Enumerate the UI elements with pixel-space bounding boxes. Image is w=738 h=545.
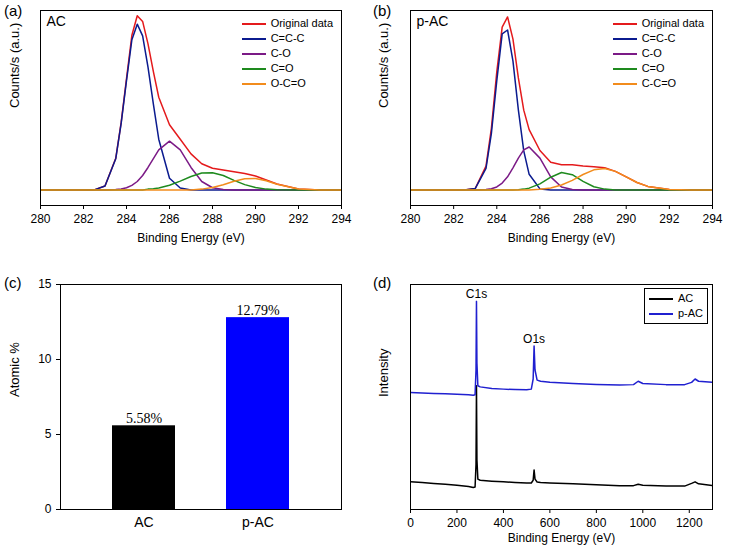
- svg-text:282: 282: [444, 212, 464, 226]
- html-text:O-C=O: O-C=O: [270, 77, 306, 89]
- svg-text:O1s: O1s: [523, 332, 545, 346]
- html-text:C=O: C=O: [641, 62, 665, 74]
- svg-text:288: 288: [573, 212, 593, 226]
- svg-text:12.79%: 12.79%: [236, 303, 280, 318]
- svg-text:284: 284: [487, 212, 507, 226]
- svg-text:280: 280: [400, 212, 420, 226]
- svg-text:294: 294: [702, 212, 722, 226]
- svg-text:280: 280: [30, 212, 50, 226]
- html-text:p-AC: p-AC: [677, 307, 703, 319]
- svg-text:294: 294: [331, 212, 351, 226]
- svg-text:5: 5: [45, 427, 52, 441]
- svg-text:Binding Energy (eV): Binding Energy (eV): [508, 531, 615, 545]
- svg-text:284: 284: [116, 212, 136, 226]
- html-text:C-O: C-O: [270, 47, 291, 59]
- html-text:(a): (a): [4, 2, 23, 19]
- svg-text:0: 0: [407, 516, 414, 530]
- svg-text:Counts/s (a.u.): Counts/s (a.u.): [376, 23, 391, 108]
- svg-text:600: 600: [540, 516, 560, 530]
- svg-text:290: 290: [616, 212, 636, 226]
- svg-text:200: 200: [447, 516, 467, 530]
- html-text:C=O: C=O: [270, 62, 294, 74]
- svg-text:0: 0: [45, 502, 52, 516]
- html-text:Original data: Original data: [270, 17, 333, 29]
- svg-text:10: 10: [38, 352, 52, 366]
- svg-text:282: 282: [73, 212, 93, 226]
- svg-text:5.58%: 5.58%: [126, 411, 163, 426]
- svg-text:C1s: C1s: [466, 287, 487, 301]
- svg-text:Atomic %: Atomic %: [7, 342, 22, 397]
- html-text:(c): (c): [4, 274, 22, 291]
- svg-text:800: 800: [586, 516, 606, 530]
- svg-text:292: 292: [659, 212, 679, 226]
- svg-text:Binding Energy (eV): Binding Energy (eV): [508, 231, 615, 245]
- svg-text:1200: 1200: [676, 516, 703, 530]
- svg-text:400: 400: [493, 516, 513, 530]
- html-text:C=C-C: C=C-C: [641, 32, 676, 44]
- svg-text:Counts/s (a.u.): Counts/s (a.u.): [7, 23, 22, 108]
- html-text:(b): (b): [373, 2, 392, 19]
- svg-text:p-AC: p-AC: [417, 13, 449, 29]
- svg-text:292: 292: [288, 212, 308, 226]
- html-text:Original data: Original data: [641, 17, 704, 29]
- svg-text:15: 15: [38, 277, 52, 291]
- html-text:AC: AC: [677, 292, 694, 304]
- svg-text:AC: AC: [134, 514, 153, 530]
- svg-text:286: 286: [159, 212, 179, 226]
- svg-text:Intensity: Intensity: [376, 348, 391, 397]
- html-text:(d): (d): [373, 274, 392, 291]
- svg-text:290: 290: [245, 212, 265, 226]
- html-text:C=C-C: C=C-C: [270, 32, 305, 44]
- svg-text:p-AC: p-AC: [242, 514, 274, 530]
- svg-text:AC: AC: [47, 13, 66, 29]
- svg-text:286: 286: [530, 212, 550, 226]
- svg-text:288: 288: [202, 212, 222, 226]
- html-text:C-C=O: C-C=O: [641, 77, 677, 89]
- html-text:C-O: C-O: [641, 47, 662, 59]
- svg-text:Binding Energy (eV): Binding Energy (eV): [137, 231, 244, 245]
- svg-text:1000: 1000: [629, 516, 656, 530]
